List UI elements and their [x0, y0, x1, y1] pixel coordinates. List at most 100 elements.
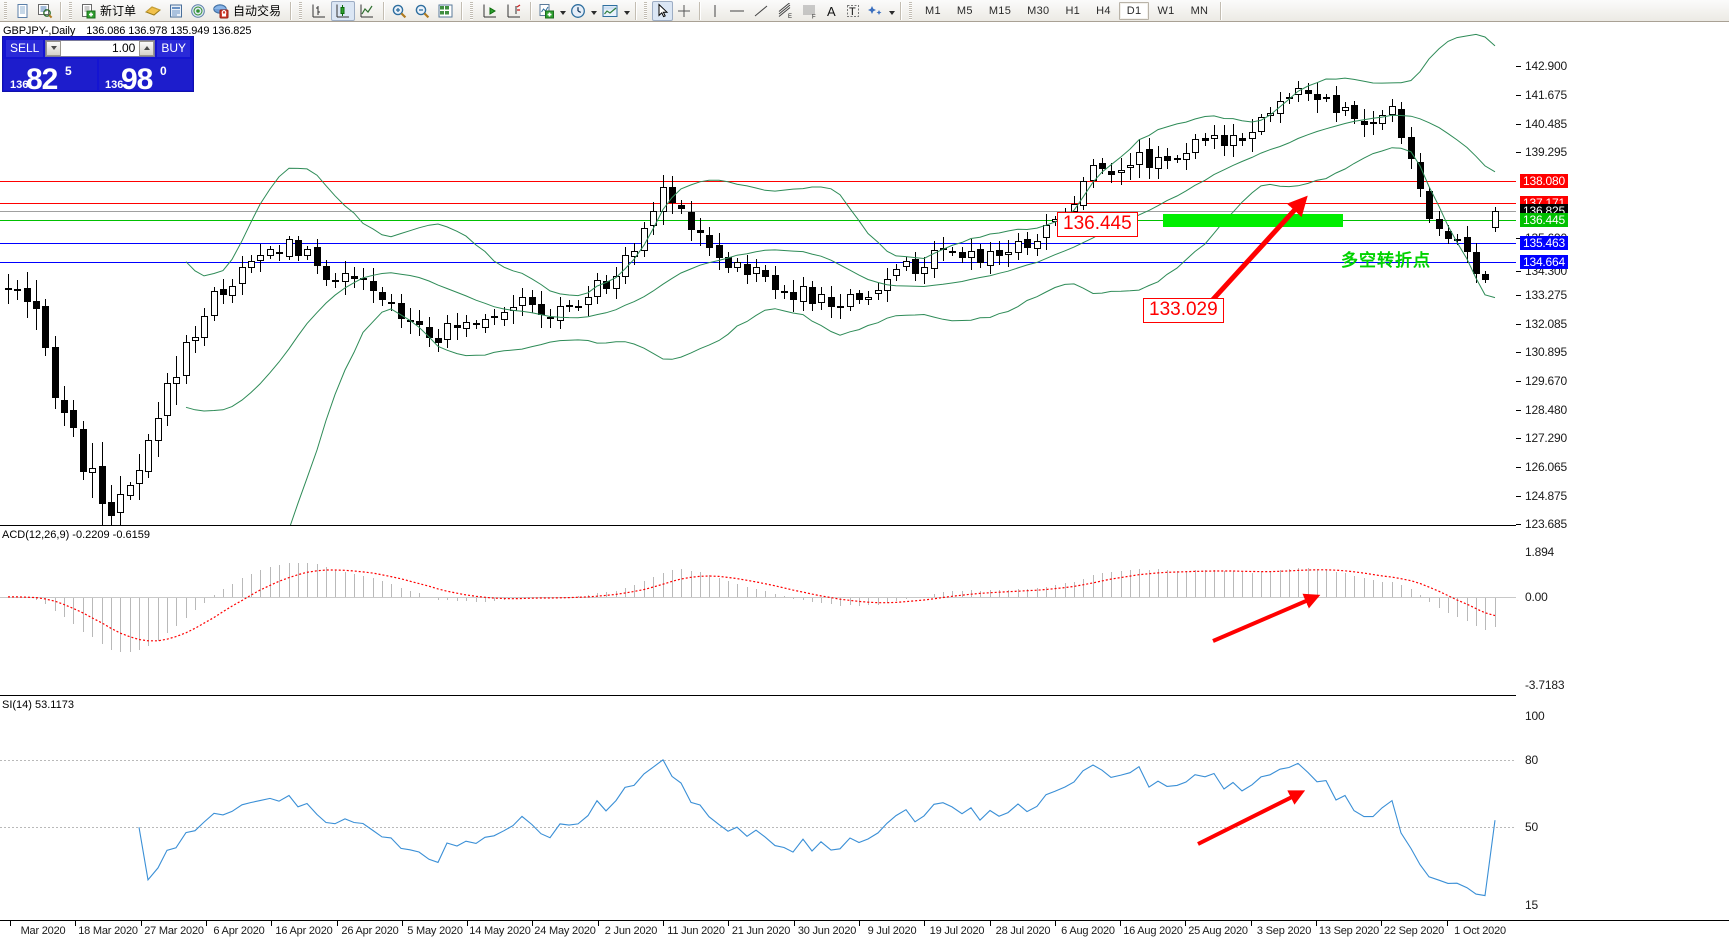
navigator-icon[interactable] — [165, 1, 187, 21]
buy-price-fraction: 0 — [160, 64, 167, 78]
templates-dropdown-icon[interactable] — [622, 7, 631, 15]
toolbar-grip-order[interactable] — [67, 1, 74, 20]
level-line-resistance-1[interactable] — [0, 180, 1516, 182]
expert-advisors-icon[interactable] — [141, 1, 165, 21]
new-order-button[interactable]: 新订单 — [77, 1, 141, 21]
add-indicator-icon[interactable] — [535, 1, 558, 21]
auto-trading-button[interactable]: 自动交易 — [209, 1, 286, 21]
rsi-pane[interactable]: 100 80 50 15 SI(14) 53.1173 — [0, 698, 1729, 920]
resistance-price-box[interactable]: 136.445 — [1057, 212, 1138, 237]
volume-decrease-icon[interactable] — [46, 40, 62, 56]
period-icon[interactable] — [567, 1, 589, 21]
vertical-line-icon[interactable] — [704, 1, 725, 21]
zoom-in-icon[interactable] — [388, 1, 411, 21]
buy-button[interactable]: BUY — [157, 39, 190, 57]
objects-icon[interactable] — [864, 1, 887, 21]
macd-uptrend-arrow[interactable] — [1212, 593, 1321, 643]
volume-increase-icon[interactable] — [139, 40, 155, 56]
timeframe-w1[interactable]: W1 — [1157, 4, 1175, 17]
toolbar-grip-standard[interactable] — [2, 1, 9, 20]
volume-stepper[interactable]: 1.00 — [45, 39, 156, 57]
period-dropdown-icon[interactable] — [589, 7, 598, 15]
toolbar-grip-lines[interactable] — [642, 1, 650, 20]
macd-histogram-bar — [990, 589, 991, 597]
bollinger-middle — [185, 114, 1496, 412]
timeframe-m5[interactable]: M5 — [956, 4, 973, 17]
macd-histogram-bar — [737, 583, 738, 597]
price-pane[interactable]: 142.900141.675140.485139.295135.690134.3… — [0, 22, 1729, 531]
date-tick-label: 18 Mar 2020 — [78, 925, 138, 937]
market-watch-icon[interactable] — [34, 1, 56, 21]
date-axis[interactable]: Mar 2020 18 Mar 2020 27 Mar 2020 6 Apr 2020… — [0, 920, 1729, 944]
auto-scroll-icon[interactable] — [502, 1, 526, 21]
bar-chart-icon[interactable] — [307, 1, 331, 21]
toolbar-grip-shift[interactable] — [468, 1, 476, 20]
zoom-out-icon[interactable] — [411, 1, 434, 21]
text-icon[interactable]: A — [821, 1, 842, 21]
date-tick — [924, 921, 925, 926]
macd-histogram-bar — [1224, 571, 1225, 597]
level-line-support-1[interactable] — [0, 243, 1516, 245]
uptrend-arrow-main[interactable] — [0, 22, 1516, 526]
timeframe-m30[interactable]: M30 — [1027, 4, 1050, 17]
toolbar-grip-periods[interactable] — [907, 1, 915, 20]
price-tag-resistance-1[interactable]: 138.080 — [1520, 173, 1568, 188]
signals-icon[interactable] — [187, 1, 209, 21]
macd-histogram-bar — [1083, 578, 1084, 597]
text-label-icon[interactable]: T — [842, 1, 864, 21]
objects-dropdown-icon[interactable] — [887, 7, 896, 15]
chart-area[interactable]: 142.900141.675140.485139.295135.690134.3… — [0, 22, 1729, 944]
candle-body — [753, 267, 760, 274]
level-line-resistance-2[interactable] — [0, 202, 1516, 204]
timeframe-m15[interactable]: M15 — [988, 4, 1012, 17]
toolbar-grip-charts[interactable] — [297, 1, 305, 20]
price-plot[interactable] — [0, 22, 1729, 526]
timeframe-h4[interactable]: H4 — [1096, 4, 1111, 17]
timeframe-d1[interactable]: D1 — [1118, 1, 1150, 20]
timeframe-mn[interactable]: MN — [1190, 4, 1209, 17]
price-tag-support-1[interactable]: 135.463 — [1520, 236, 1568, 251]
sell-price-display[interactable]: 136 82 5 — [4, 59, 97, 90]
price-tag-pivot[interactable]: 136.445 — [1520, 212, 1568, 227]
date-tick — [794, 921, 795, 926]
timeframe-m1[interactable]: M1 — [925, 4, 941, 17]
sell-button[interactable]: SELL — [6, 39, 44, 57]
macd-pane[interactable]: 1.894 0.00 -3.7183 ACD(12,26,9) -0.2209 -0… — [0, 528, 1729, 696]
cursor-icon[interactable] — [652, 0, 674, 21]
trendline-icon[interactable] — [749, 1, 773, 21]
price-tick-label: 139.295 — [1525, 144, 1567, 159]
buy-price-display[interactable]: 136 98 0 — [99, 59, 192, 90]
macd-histogram-bar — [354, 573, 355, 597]
trend-reversal-note[interactable]: 多空转折点 — [1341, 251, 1431, 271]
toolbar-separator-6 — [635, 1, 637, 20]
candle-body — [1192, 139, 1199, 153]
horizontal-line-icon[interactable] — [725, 1, 749, 21]
level-line-pivot[interactable] — [0, 219, 1516, 221]
line-chart-icon[interactable] — [355, 1, 379, 21]
macd-histogram-bar — [1177, 570, 1178, 597]
timeframe-h1[interactable]: H1 — [1065, 4, 1081, 17]
level-line-bid-price[interactable] — [0, 210, 1516, 212]
candlestick-chart-icon[interactable] — [331, 0, 356, 21]
chart-grid-icon[interactable] — [434, 1, 457, 21]
price-tag-support-2[interactable]: 134.664 — [1520, 255, 1568, 270]
equidistant-channel-icon[interactable]: E — [773, 1, 797, 21]
candle-body — [398, 303, 405, 319]
support-price-box[interactable]: 133.029 — [1143, 298, 1224, 323]
chart-shift-icon[interactable] — [478, 1, 502, 21]
fibonacci-retracement-icon[interactable]: F — [797, 1, 821, 21]
terminal-window-icon[interactable] — [12, 1, 34, 21]
rsi-uptrend-arrow[interactable] — [1197, 790, 1306, 846]
candle-body — [257, 255, 264, 261]
add-indicator-dropdown-icon[interactable] — [558, 7, 567, 15]
level-line-support-2[interactable] — [0, 262, 1516, 264]
candle-body — [1408, 137, 1415, 160]
one-click-trading-panel[interactable]: SELL 1.00 BUY 136 82 5 136 98 0 — [2, 36, 194, 92]
price-scale[interactable]: 142.900141.675140.485139.295135.690134.3… — [1516, 22, 1729, 531]
crosshair-icon[interactable] — [673, 1, 695, 21]
volume-value[interactable]: 1.00 — [111, 41, 136, 55]
rsi-plot[interactable] — [0, 698, 1729, 920]
templates-icon[interactable] — [598, 1, 622, 21]
macd-histogram-bar — [214, 594, 215, 597]
macd-plot[interactable] — [0, 528, 1729, 696]
